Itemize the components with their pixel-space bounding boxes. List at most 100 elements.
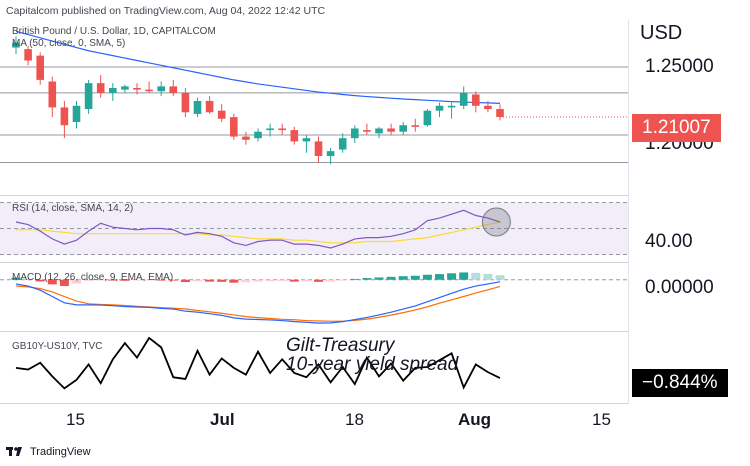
symbol-label: British Pound / U.S. Dollar, 1D, CAPITAL… — [12, 26, 216, 37]
macd-histogram-bar — [72, 279, 81, 284]
macd-histogram-bar — [47, 279, 57, 285]
candle-body — [338, 138, 347, 150]
macd-histogram-bar — [398, 276, 408, 280]
candle-body — [387, 128, 395, 132]
ma-indicator-label: MA (50, close, 0, SMA, 5) — [12, 38, 126, 49]
time-axis-label: Jul — [210, 410, 235, 429]
candle-body — [302, 138, 311, 142]
macd-histogram-bar — [374, 277, 384, 280]
candle-body — [363, 130, 371, 132]
candle-body — [48, 81, 57, 108]
candle-body — [36, 55, 44, 80]
macd-indicator-label: MACD (12, 26, close, 9, EMA, EMA) — [12, 272, 174, 283]
spread-value-badge: −0.844% — [632, 369, 728, 397]
macd-histogram-bar — [277, 279, 287, 282]
macd-line — [15, 281, 501, 324]
publisher-line: Capitalcom published on TradingView.com,… — [6, 5, 326, 17]
footer-brand[interactable]: TradingView — [6, 446, 91, 458]
candle-body — [472, 94, 480, 106]
rsi-line — [15, 209, 501, 249]
macd-histogram-bar — [326, 279, 336, 282]
candle-body — [169, 86, 178, 93]
macd-histogram-bar — [253, 279, 263, 282]
tradingview-logo-icon — [6, 446, 26, 458]
rsi-ma-line — [16, 221, 501, 244]
rsi-band-background — [0, 202, 628, 255]
macd-histogram-bar — [289, 279, 299, 282]
macd-histogram-bar — [35, 279, 45, 282]
spread-line — [15, 336, 501, 390]
price-tick-1: 1.25000 — [645, 56, 714, 77]
candle-body — [496, 109, 504, 117]
macd-histogram-bar — [193, 279, 202, 282]
candle-body — [326, 151, 335, 156]
macd-histogram-bar — [217, 279, 227, 282]
candle-body — [484, 105, 492, 110]
candle-body — [72, 105, 81, 122]
time-axis-label: 18 — [345, 410, 364, 429]
macd-histogram-bar — [314, 279, 323, 282]
macd-histogram-bar — [229, 279, 239, 283]
candle-body — [447, 105, 456, 108]
macd-histogram-bar — [132, 279, 142, 281]
candle-body — [121, 86, 129, 90]
candle-body — [459, 92, 468, 106]
macd-histogram-bar — [11, 277, 21, 280]
candle-body — [375, 128, 383, 134]
spread-annotation-line2: 10-year yield spread — [286, 354, 459, 375]
macd-signal-line — [15, 285, 501, 322]
macd-axis-value: 0.00000 — [645, 277, 714, 298]
footer-brand-label: TradingView — [30, 446, 91, 458]
candle-body — [278, 128, 286, 131]
macd-histogram-bar — [59, 279, 69, 287]
time-axis-label: 15 — [66, 410, 85, 429]
macd-histogram-bar — [241, 279, 251, 283]
candle-body — [423, 110, 432, 126]
candle-body — [181, 92, 190, 113]
candle-body — [157, 86, 165, 92]
candle-body — [217, 110, 226, 119]
rsi-axis-value: 40.00 — [645, 231, 693, 252]
macd-histogram-bar — [265, 279, 275, 282]
candle-body — [133, 88, 141, 90]
macd-histogram-bar — [447, 273, 457, 280]
macd-histogram-bar — [471, 272, 481, 280]
macd-histogram-bar — [96, 279, 106, 281]
macd-histogram-bar — [168, 279, 178, 281]
rsi-indicator-label: RSI (14, close, SMA, 14, 2) — [12, 203, 134, 214]
candle-body — [12, 42, 20, 48]
candle-body — [290, 130, 299, 142]
spread-indicator-label: GB10Y-US10Y, TVC — [12, 341, 103, 352]
candle-body — [266, 128, 274, 131]
candle-body — [399, 125, 407, 132]
candle-body — [314, 141, 323, 156]
currency-label: USD — [640, 22, 683, 44]
macd-histogram-bar — [422, 274, 432, 280]
macd-histogram-bar — [435, 274, 444, 280]
macd-histogram-bar — [180, 279, 190, 283]
macd-histogram-bar — [410, 275, 420, 280]
candle-body — [435, 105, 444, 111]
candle-body — [84, 83, 93, 110]
macd-histogram-bar — [120, 279, 130, 281]
macd-histogram-bar — [495, 275, 505, 280]
macd-histogram-bar — [362, 278, 372, 280]
candle-body — [242, 136, 250, 140]
candle-body — [145, 89, 153, 92]
candle-body — [411, 125, 420, 127]
candle-body — [96, 83, 105, 93]
macd-histogram-bar — [205, 279, 215, 282]
macd-histogram-bar — [350, 278, 360, 280]
macd-histogram-bar — [301, 279, 311, 282]
macd-histogram-bar — [23, 278, 33, 280]
candle-body — [24, 49, 32, 61]
candle-body — [254, 131, 262, 139]
candle-body — [60, 107, 69, 126]
macd-histogram-bar — [84, 279, 94, 281]
candle-body — [351, 128, 359, 139]
last-price-badge: 1.21007 — [632, 114, 721, 142]
rsi-highlight-circle — [481, 207, 511, 237]
macd-histogram-bar — [338, 279, 348, 281]
macd-histogram-bar — [459, 272, 469, 280]
